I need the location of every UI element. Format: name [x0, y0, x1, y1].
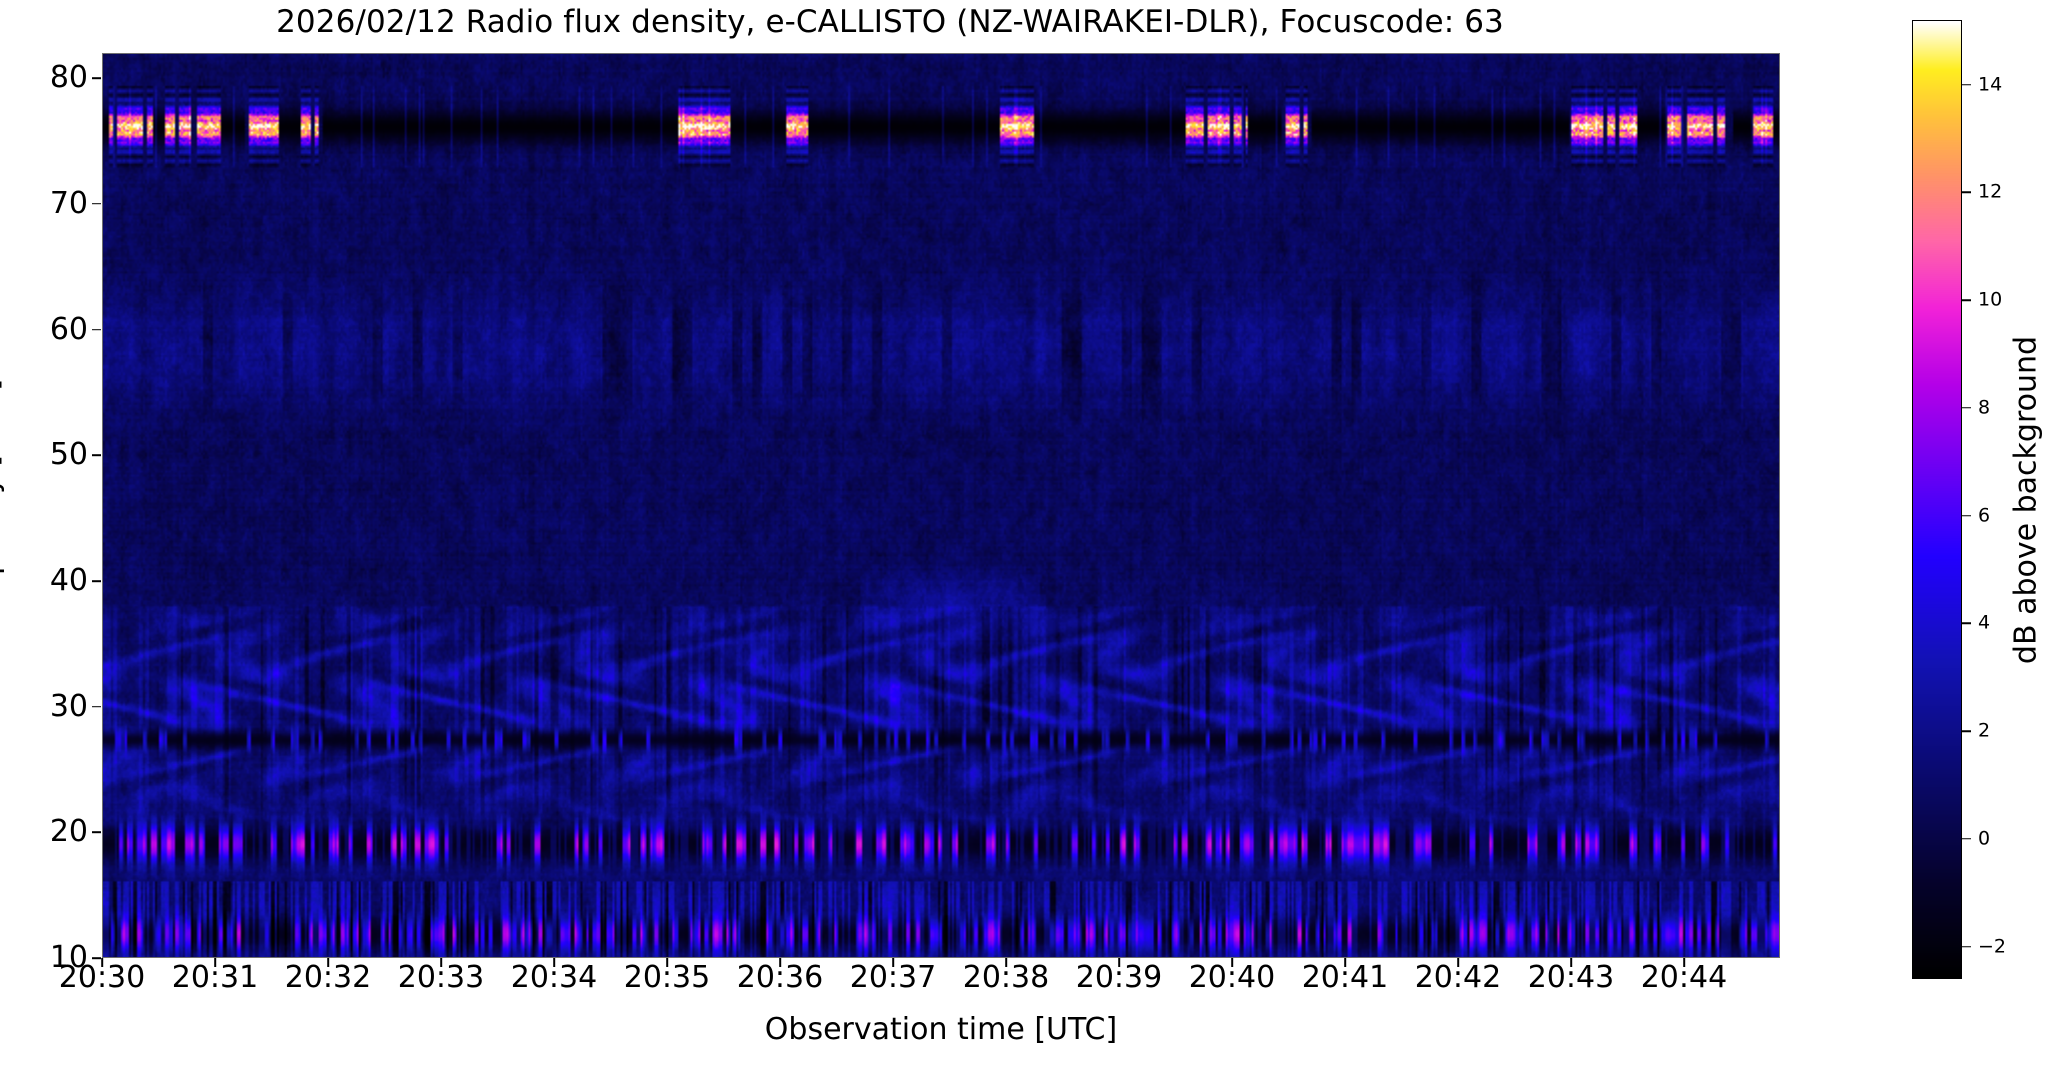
y-tick-label: 50 — [49, 437, 88, 473]
x-tick-label: 20:35 — [623, 960, 711, 995]
x-tick-mark — [779, 958, 781, 967]
y-tick-label: 80 — [49, 60, 88, 96]
colorbar-tick-mark — [1962, 299, 1971, 301]
x-tick-label: 20:40 — [1188, 960, 1276, 995]
x-tick-label: 20:30 — [58, 960, 146, 995]
y-tick-label: 60 — [49, 311, 88, 347]
x-tick-mark — [101, 958, 103, 967]
figure-title: 2026/02/12 Radio flux density, e-CALLIST… — [276, 4, 1504, 40]
x-tick-mark — [1457, 958, 1459, 967]
x-tick-mark — [214, 958, 216, 967]
y-tick-label: 20 — [49, 814, 88, 850]
y-tick-label: 40 — [49, 562, 88, 598]
colorbar-tick-label: 12 — [1978, 180, 2003, 203]
colorbar-tick-mark — [1962, 945, 1971, 948]
colorbar-tick-label: 0 — [1978, 827, 1991, 850]
x-tick-mark — [1570, 958, 1572, 967]
y-tick-mark — [92, 454, 101, 457]
y-tick-mark — [92, 580, 101, 582]
x-tick-mark — [1344, 958, 1346, 967]
colorbar-tick-mark — [1962, 730, 1971, 732]
x-tick-mark — [666, 958, 668, 967]
x-tick-mark — [553, 958, 555, 967]
x-tick-label: 20:34 — [510, 960, 598, 995]
x-tick-mark — [1005, 958, 1007, 967]
colorbar-gradient — [1913, 21, 1961, 978]
colorbar-tick-mark — [1962, 407, 1971, 409]
y-tick-mark — [92, 77, 101, 79]
x-tick-mark — [1683, 958, 1685, 967]
y-tick-label: 10 — [49, 940, 88, 975]
colorbar-tick-mark — [1962, 622, 1971, 625]
colorbar-tick-label: 4 — [1978, 611, 1991, 634]
colorbar-tick-label: 6 — [1978, 504, 1991, 527]
colorbar-tick-label: 2 — [1978, 719, 1991, 742]
colorbar-tick-label: −2 — [1978, 935, 2007, 958]
x-tick-label: 20:42 — [1414, 960, 1502, 995]
colorbar-tick-mark — [1962, 838, 1971, 840]
y-tick-label: 70 — [49, 185, 88, 221]
x-tick-label: 20:39 — [1075, 960, 1163, 995]
colorbar-tick-mark — [1962, 514, 1971, 517]
x-tick-label: 20:38 — [962, 960, 1050, 995]
x-tick-mark — [440, 958, 442, 967]
colorbar-title: dB above background — [2008, 335, 2044, 665]
y-tick-mark — [92, 957, 101, 959]
colorbar-tick-label: 10 — [1978, 288, 2003, 311]
colorbar-tick-mark — [1962, 83, 1971, 86]
x-tick-label: 20:33 — [397, 960, 485, 995]
colorbar-tick-label: 14 — [1978, 73, 2003, 96]
y-tick-mark — [92, 328, 101, 331]
x-tick-label: 20:31 — [171, 960, 259, 995]
x-tick-mark — [327, 958, 329, 967]
x-tick-label: 20:44 — [1640, 960, 1728, 995]
x-tick-mark — [1231, 958, 1233, 967]
x-tick-mark — [1118, 958, 1120, 967]
colorbar-tick-mark — [1962, 191, 1971, 194]
y-tick-label: 30 — [49, 688, 88, 724]
colorbar — [1912, 20, 1962, 979]
x-tick-mark — [892, 958, 894, 967]
x-tick-label: 20:36 — [736, 960, 824, 995]
colorbar-tick-label: 8 — [1978, 396, 1991, 419]
spectrogram-axes — [102, 53, 1780, 958]
y-axis-title: Frequency [MHz] — [0, 378, 6, 632]
x-axis-title: Observation time [UTC] — [764, 1012, 1118, 1047]
x-tick-label: 20:37 — [849, 960, 937, 995]
x-tick-label: 20:43 — [1527, 960, 1615, 995]
spectrogram-image — [103, 54, 1779, 957]
y-tick-mark — [92, 203, 101, 205]
y-tick-mark — [92, 831, 101, 834]
x-tick-label: 20:41 — [1301, 960, 1389, 995]
x-tick-label: 20:32 — [284, 960, 372, 995]
y-tick-mark — [92, 705, 101, 708]
